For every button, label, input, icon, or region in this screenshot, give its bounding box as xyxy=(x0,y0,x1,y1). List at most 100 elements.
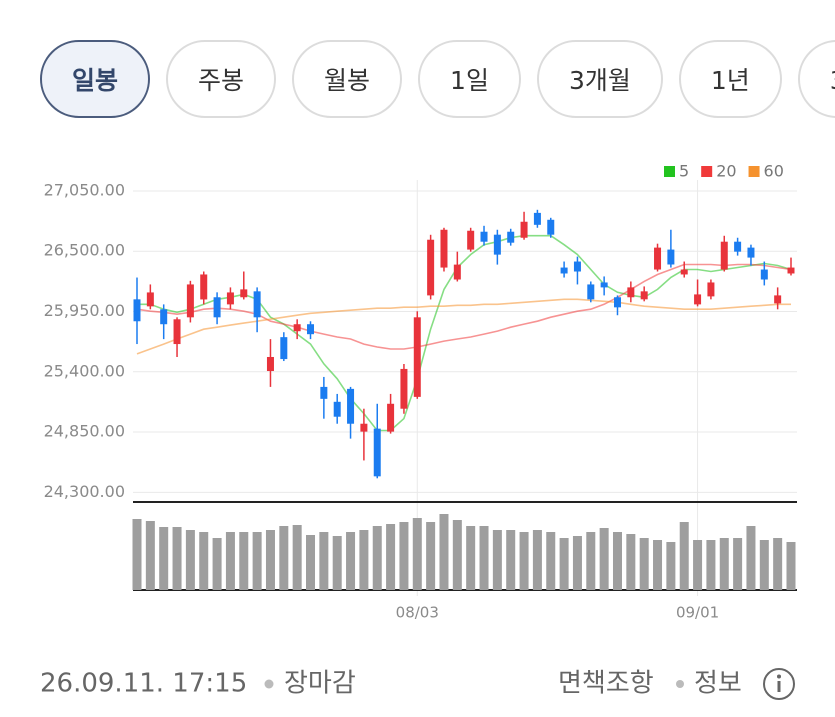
candle-body xyxy=(280,337,288,360)
legend-label: 5 xyxy=(679,162,689,181)
period-tab[interactable]: 3년 xyxy=(797,40,835,118)
candle-body xyxy=(200,274,208,300)
period-tab[interactable]: 1일 xyxy=(418,40,521,118)
candle-body xyxy=(493,234,501,255)
volume-bar xyxy=(746,526,756,590)
candle-body xyxy=(266,356,274,372)
y-tick-label: 25,950.00 xyxy=(44,301,125,320)
candle-body xyxy=(654,247,662,270)
disclaimer-link[interactable]: 면책조항 xyxy=(558,669,654,699)
y-tick-label: 25,400.00 xyxy=(44,361,125,380)
candle-body xyxy=(373,428,381,477)
candle-body xyxy=(787,267,795,274)
separator-dot xyxy=(676,680,684,688)
y-tick-label: 26,500.00 xyxy=(44,241,125,260)
volume-bar xyxy=(212,538,222,590)
candle-body xyxy=(587,284,595,300)
volume-bar xyxy=(532,530,542,590)
info-icon[interactable] xyxy=(763,668,795,700)
volume-bar xyxy=(359,530,369,590)
candle-body xyxy=(173,319,181,345)
candle-body xyxy=(747,247,755,258)
candle-body xyxy=(160,309,168,325)
volume-bar xyxy=(519,532,529,590)
period-tab[interactable]: 주봉 xyxy=(166,40,277,118)
legend-swatch xyxy=(664,166,675,177)
candle-body xyxy=(226,292,234,305)
candle-body xyxy=(667,249,675,265)
volume-bar xyxy=(733,538,743,590)
candle-body xyxy=(293,324,301,332)
volume-bar xyxy=(292,525,302,590)
volume-bar xyxy=(479,526,489,590)
volume-bar xyxy=(225,532,235,590)
volume-bar xyxy=(506,530,516,590)
volume-bar xyxy=(492,530,502,590)
volume-bar xyxy=(666,542,676,590)
volume-bar xyxy=(252,532,262,590)
volume-bar xyxy=(719,538,729,590)
ma-line xyxy=(136,298,791,355)
volume-bar xyxy=(412,518,422,590)
volume-bar xyxy=(239,532,249,590)
period-tab[interactable]: 월봉 xyxy=(292,40,403,118)
candle-body xyxy=(186,284,194,318)
volume-bar xyxy=(372,526,382,590)
candle-body xyxy=(133,299,141,322)
volume-bar xyxy=(626,534,636,590)
period-tabs: 일봉주봉월봉1일3개월1년3년 xyxy=(40,40,835,122)
chart: 27,050.00 26,500.00 25,950.00 25,400.00 24,8… xyxy=(44,162,797,622)
volume-bar xyxy=(452,520,462,590)
candle-body xyxy=(307,324,315,335)
candle-body xyxy=(400,368,408,409)
candle-body xyxy=(707,282,715,297)
footer: 26.09.11. 17:15 장마감 면책조항 정보 xyxy=(40,668,795,700)
volume-bar xyxy=(426,522,436,590)
candle-body xyxy=(533,212,541,225)
volume-bar xyxy=(439,514,449,590)
volume-bar xyxy=(612,532,622,590)
candle-body xyxy=(253,291,261,318)
volume-bar xyxy=(693,540,703,590)
volume-bar xyxy=(346,532,356,590)
candle-body xyxy=(453,264,461,280)
candle-body xyxy=(613,297,621,308)
volume-bar xyxy=(653,540,663,590)
x-tick-label: 09/01 xyxy=(676,604,719,622)
period-tab[interactable]: 일봉 xyxy=(40,40,151,118)
volume-bar xyxy=(639,538,649,590)
info-link[interactable]: 정보 xyxy=(694,669,742,699)
volume-bar xyxy=(279,526,289,590)
candle-body xyxy=(547,219,555,235)
candle-body xyxy=(720,241,728,270)
period-tab[interactable]: 1년 xyxy=(678,40,782,118)
ma-line xyxy=(136,263,792,350)
candle-body xyxy=(627,287,635,298)
timestamp: 26.09.11. 17:15 xyxy=(40,669,247,699)
candle-body xyxy=(387,403,395,432)
candle-body xyxy=(760,269,768,280)
legend-swatch xyxy=(701,166,713,177)
candle-body xyxy=(680,269,688,275)
volume-bar xyxy=(185,530,195,590)
candle-body xyxy=(640,291,648,300)
legend-label: 20 xyxy=(716,162,736,181)
volume-bar xyxy=(265,530,275,590)
legend-swatch xyxy=(748,166,760,177)
volume-bar xyxy=(132,519,142,590)
candle-body xyxy=(694,294,702,305)
candle-body xyxy=(320,386,328,399)
candle-body xyxy=(146,292,154,307)
period-tab[interactable]: 3개월 xyxy=(536,40,663,118)
volume-bar xyxy=(145,521,155,590)
candle-body xyxy=(360,423,368,432)
volume-bar xyxy=(306,535,316,590)
y-tick-label: 27,050.00 xyxy=(44,180,125,199)
candle-body xyxy=(333,401,341,417)
volume-bar xyxy=(386,524,396,590)
candle-body xyxy=(573,261,581,272)
volume-bar xyxy=(599,528,609,590)
candle-body xyxy=(413,317,421,397)
volume-bar xyxy=(319,532,329,590)
volume-bar xyxy=(559,538,569,590)
